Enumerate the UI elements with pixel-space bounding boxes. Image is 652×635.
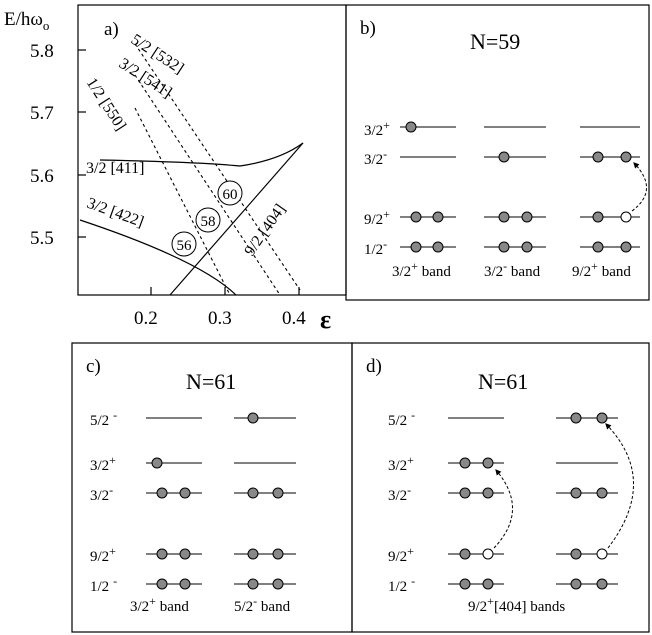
level-label: 3/2+ xyxy=(388,453,414,474)
level-label: 3/2+ xyxy=(90,453,116,474)
y-axis-label: E/hωo xyxy=(4,9,49,33)
panel-b-label: b) xyxy=(360,18,376,39)
particle-set xyxy=(405,121,444,253)
panel-c-label: c) xyxy=(86,356,101,377)
particle-set xyxy=(592,151,632,253)
y-tick-label: 5.7 xyxy=(30,103,54,124)
level-label: 9/2+ xyxy=(388,544,414,565)
particle-set xyxy=(247,412,284,590)
level-column xyxy=(448,417,504,585)
band-label: 3/2+ band xyxy=(130,594,189,615)
level-label: 3/2+ xyxy=(364,118,390,139)
orbital-line-550 xyxy=(134,107,231,296)
panel-b: b) N=59 3/2+ 3/2- 9/2+ 1/2- xyxy=(345,4,650,301)
x-tick-label: 0.2 xyxy=(134,308,158,329)
x-tick-label: 0.3 xyxy=(208,308,232,329)
panel-c-title: N=61 xyxy=(186,369,236,394)
gap-label: 58 xyxy=(201,214,216,230)
hole-circle xyxy=(596,548,608,560)
gap-circle xyxy=(217,180,243,206)
panel-c: c) N=61 5/2- 3/2+ 3/2- 9/2+ 1/2- xyxy=(71,342,353,633)
band-label: 9/2+ band xyxy=(572,259,631,280)
level-label: 1/2- xyxy=(388,574,415,595)
particle-set xyxy=(498,151,533,253)
orbital-line-404 xyxy=(169,142,304,296)
particle-set xyxy=(570,412,608,590)
hole-circle xyxy=(482,548,494,560)
panel-b-frame xyxy=(345,4,650,301)
orbital-label: 3/2 [411] xyxy=(86,160,145,177)
level-label: 3/2- xyxy=(364,147,387,168)
orbital-curves xyxy=(79,43,304,296)
panel-d-label: d) xyxy=(366,356,382,377)
orbital-label: 1/2 [550] xyxy=(83,75,129,134)
orbital-line-532 xyxy=(134,43,301,291)
level-column xyxy=(580,126,640,248)
orbital-curve-411 xyxy=(99,142,304,167)
level-label: 9/2+ xyxy=(364,207,390,228)
particle-set xyxy=(459,457,494,590)
y-tick-label: 5.8 xyxy=(30,41,54,62)
gap-circle xyxy=(171,231,197,257)
panel-a-label: a) xyxy=(104,19,119,40)
gap-circle xyxy=(195,207,221,233)
excitation-arrow xyxy=(493,469,513,549)
particle-set xyxy=(151,457,191,590)
panel-a: a) E/hωo 5.8 5.7 5.6 5.5 0.2 0.3 0.4 ε 5… xyxy=(4,4,347,334)
panel-a-plot-frame xyxy=(77,4,347,296)
panel-b-title: N=59 xyxy=(470,29,520,54)
gap-label: 60 xyxy=(223,187,238,203)
level-label: 3/2- xyxy=(90,483,113,504)
level-label: 1/2- xyxy=(364,237,387,258)
excitation-arrow xyxy=(631,162,647,212)
orbital-label: 3/2 [422] xyxy=(85,195,146,231)
level-label: 1/2- xyxy=(90,574,117,595)
gap-label: 56 xyxy=(177,238,193,254)
level-column xyxy=(400,126,456,248)
orbital-label: 9/2 [404] xyxy=(241,201,289,259)
hole-circle xyxy=(620,211,632,223)
y-tick-label: 5.5 xyxy=(30,228,54,249)
orbital-curve-422 xyxy=(79,219,237,296)
y-tick-label: 5.6 xyxy=(30,166,54,187)
level-column xyxy=(484,126,546,248)
level-column xyxy=(556,417,618,585)
x-axis-label: ε xyxy=(320,305,331,334)
level-label: 5/2- xyxy=(388,408,415,429)
panel-d-title: N=61 xyxy=(478,369,528,394)
level-column xyxy=(234,417,296,585)
level-label: 5/2- xyxy=(90,408,117,429)
panel-d: d) N=61 5/2- 3/2+ 3/2- 9/2+ 1/2- xyxy=(351,342,650,633)
band-label: 3/2+ band xyxy=(392,259,451,280)
panel-d-frame xyxy=(351,342,650,633)
x-tick-label: 0.4 xyxy=(282,308,306,329)
band-label: 9/2+[404] bands xyxy=(468,594,565,615)
level-label: 3/2- xyxy=(388,483,411,504)
orbital-line-541 xyxy=(134,74,281,296)
level-column xyxy=(146,417,202,585)
level-label: 9/2+ xyxy=(90,544,116,565)
excitation-arrow xyxy=(605,423,634,549)
band-label: 3/2- band xyxy=(484,259,541,280)
band-label: 5/2- band xyxy=(234,594,291,615)
